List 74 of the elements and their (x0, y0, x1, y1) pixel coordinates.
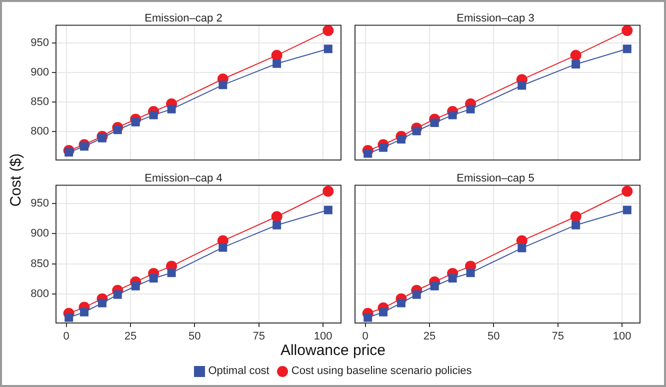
chart-title: Emission‒cap 5 (456, 172, 534, 185)
point (149, 274, 158, 283)
point (324, 44, 332, 54)
y-tick-label: 950 (30, 197, 49, 210)
point (570, 50, 582, 61)
point (64, 148, 74, 157)
point (167, 104, 176, 114)
y-tick-label: 800 (30, 288, 49, 300)
point (80, 308, 88, 316)
point (364, 149, 372, 158)
point (396, 298, 406, 308)
y-tick-label: 850 (30, 96, 49, 108)
point (131, 118, 140, 126)
point (379, 308, 388, 316)
point (131, 282, 140, 290)
point (324, 206, 332, 214)
point (448, 274, 457, 283)
chart-title: Emission‒cap 3 (456, 12, 534, 25)
point (572, 220, 580, 230)
point (98, 134, 106, 142)
point (430, 118, 439, 127)
point (412, 126, 421, 136)
point (518, 81, 526, 90)
legend-label: Cost using baseline scenario policies (291, 365, 472, 377)
x-tick-label: 100 (612, 330, 632, 343)
point (272, 220, 282, 230)
x-tick-label: 0 (362, 330, 368, 343)
point (448, 110, 457, 120)
point (149, 110, 158, 120)
point (98, 298, 106, 308)
point (622, 206, 632, 214)
y-tick-label: 850 (30, 258, 49, 270)
point (113, 126, 122, 134)
y-tick-label: 900 (30, 66, 49, 79)
point (622, 186, 633, 197)
point (322, 186, 334, 197)
point (466, 104, 475, 114)
point (272, 59, 282, 68)
point (430, 282, 439, 290)
x-tick-label: 25 (124, 330, 137, 343)
point (64, 313, 74, 322)
x-tick-label: 100 (314, 330, 332, 343)
y-tick-label: 950 (30, 36, 49, 49)
chart-title: Emission‒cap 4 (144, 172, 222, 185)
x-tick-label: 75 (252, 330, 265, 343)
x-tick-label: 0 (63, 330, 70, 343)
legend-label: Optimal cost (208, 365, 270, 377)
point (271, 50, 282, 61)
x-tick-label: 25 (423, 330, 436, 343)
y-tick-label: 900 (30, 228, 49, 240)
point (364, 313, 372, 322)
point (80, 142, 88, 151)
point (412, 290, 421, 299)
point (271, 211, 282, 222)
point (466, 268, 475, 278)
chart-title: Emission‒cap 2 (144, 12, 222, 25)
y-axis-title: Cost ($) (8, 153, 24, 207)
point (218, 80, 228, 90)
point (518, 244, 526, 252)
x-axis-title: Allowance price (279, 342, 387, 359)
point (396, 135, 406, 144)
point (622, 44, 632, 54)
x-tick-label: 75 (552, 330, 564, 343)
point (322, 25, 334, 36)
x-tick-label: 50 (188, 330, 201, 343)
point (572, 60, 580, 68)
point (218, 243, 228, 252)
point (167, 268, 176, 278)
point (379, 143, 388, 152)
y-tick-label: 800 (30, 126, 49, 138)
point (570, 211, 582, 222)
x-tick-label: 50 (488, 330, 500, 343)
point (113, 290, 122, 299)
point (622, 25, 633, 36)
